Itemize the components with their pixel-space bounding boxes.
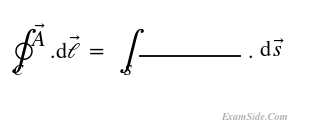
Text: $\int$: $\int$ — [118, 27, 145, 75]
Text: $\mathrm{d}\vec{\ell}$: $\mathrm{d}\vec{\ell}$ — [55, 38, 81, 64]
Text: $.$: $.$ — [247, 43, 253, 63]
Text: $\mathrm{d}\,\vec{s}$: $\mathrm{d}\,\vec{s}$ — [259, 40, 285, 62]
Text: $.$: $.$ — [49, 43, 55, 63]
Text: $\vec{A}$: $\vec{A}$ — [30, 26, 46, 52]
Text: $\oint$: $\oint$ — [10, 27, 37, 75]
Text: ExamSide.Com: ExamSide.Com — [222, 112, 289, 122]
Text: $C$: $C$ — [12, 64, 24, 78]
Text: $=$: $=$ — [85, 41, 105, 61]
Text: $S$: $S$ — [123, 64, 133, 78]
